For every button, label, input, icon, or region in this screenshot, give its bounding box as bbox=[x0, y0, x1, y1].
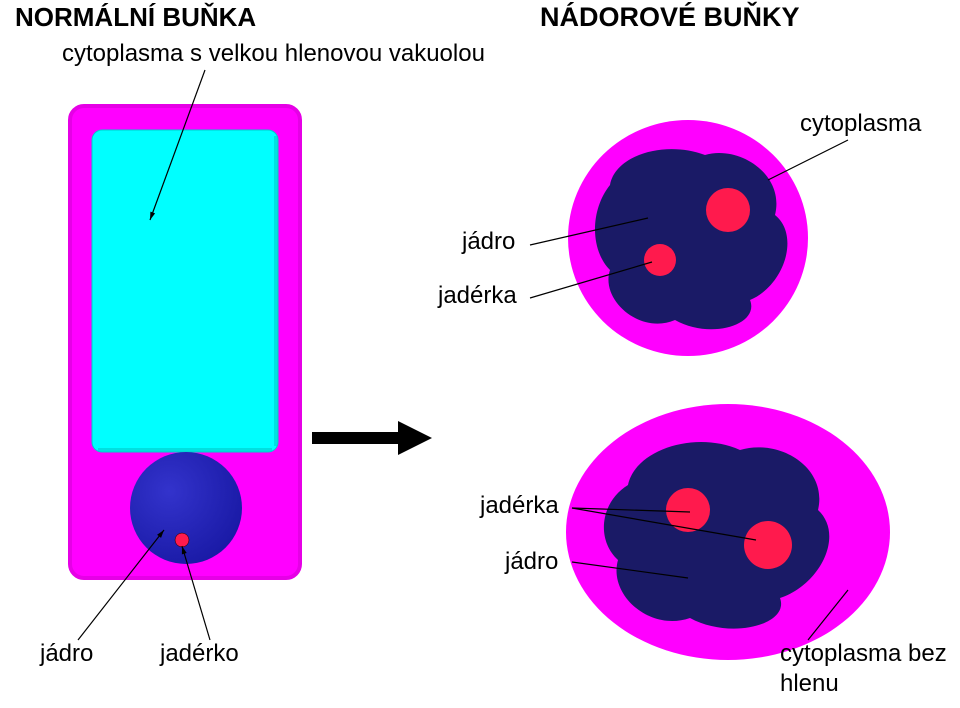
normal-cell-nucleus bbox=[130, 452, 242, 564]
normal-cell-nucleolus bbox=[175, 533, 189, 547]
diagram-stage: NORMÁLNÍ BUŇKA NÁDOROVÉ BUŇKY cytoplasma… bbox=[0, 0, 960, 708]
label-jadro-mid: jádro bbox=[462, 228, 515, 256]
label-cytoplasma: cytoplasma bbox=[800, 110, 921, 138]
title-normal-cell: NORMÁLNÍ BUŇKA bbox=[15, 2, 256, 33]
label-jaderka-low: jadérka bbox=[480, 492, 559, 520]
transformation-arrow bbox=[312, 421, 432, 455]
label-hlenu: hlenu bbox=[780, 670, 839, 698]
normal-cell-vacuole bbox=[92, 130, 278, 452]
label-cytoplasma-bez: cytoplasma bez bbox=[780, 640, 947, 668]
diagram-svg bbox=[0, 0, 960, 708]
label-jaderko-bottomleft: jadérko bbox=[160, 640, 239, 668]
label-jadro-bottomleft: jádro bbox=[40, 640, 93, 668]
label-jaderka-mid: jadérka bbox=[438, 282, 517, 310]
subtitle-vacuole: cytoplasma s velkou hlenovou vakuolou bbox=[62, 40, 485, 68]
title-tumor-cells: NÁDOROVÉ BUŇKY bbox=[540, 2, 800, 33]
label-jadro-low: jádro bbox=[505, 548, 558, 576]
